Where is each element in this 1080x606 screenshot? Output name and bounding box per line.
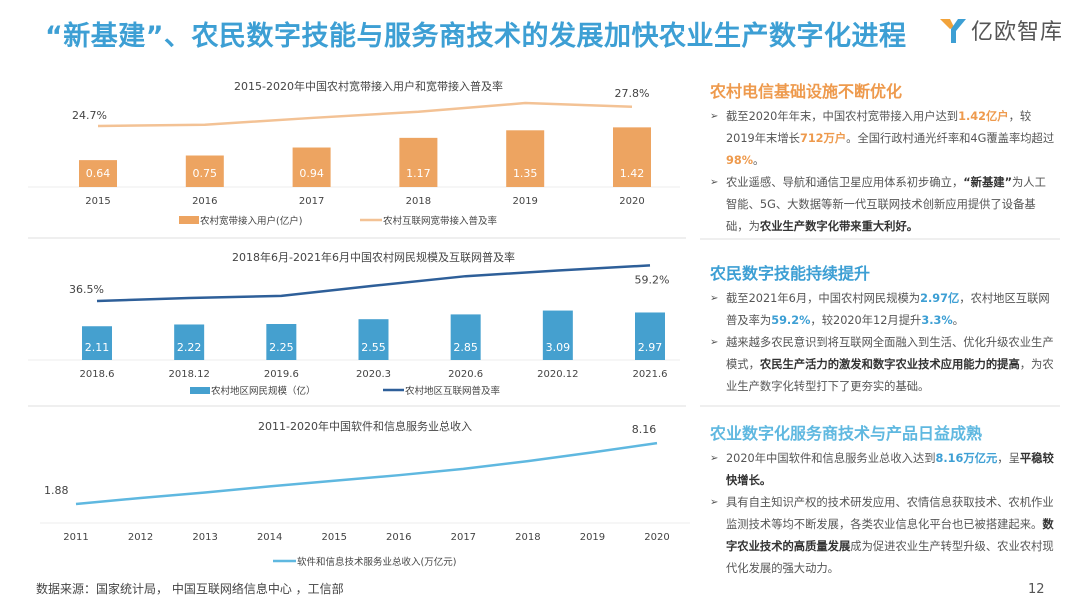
x-tick-label: 2016 bbox=[192, 196, 217, 207]
line-label-first: 36.5% bbox=[69, 283, 104, 296]
bullet-item: 2020年中国软件和信息服务业总收入达到8.16万亿元，呈平稳较快增长。 bbox=[710, 448, 1055, 492]
side-section-digital-skills: 农民数字技能持续提升 截至2021年6月，中国农村网民规模为2.97亿，农村地区… bbox=[710, 260, 1055, 398]
x-tick-label: 2018 bbox=[515, 532, 540, 543]
bar bbox=[450, 314, 481, 360]
logo-y-icon bbox=[940, 19, 966, 43]
bar-value-label: 1.42 bbox=[620, 167, 645, 180]
bar-value-label: 3.09 bbox=[546, 341, 571, 354]
x-tick-label: 2017 bbox=[451, 532, 476, 543]
bar bbox=[185, 155, 224, 187]
x-tick-label: 2020.12 bbox=[537, 369, 578, 380]
bar-value-label: 1.35 bbox=[513, 167, 538, 180]
legend-line-label: 农村地区互联网普及率 bbox=[405, 385, 501, 397]
bullet-item: 农业遥感、导航和通信卫星应用体系初步确立，“新基建”为人工智能、5G、大数据等新… bbox=[710, 172, 1055, 238]
bar bbox=[358, 319, 389, 360]
line-label-last: 27.8% bbox=[615, 87, 650, 100]
x-tick-label: 2015 bbox=[85, 196, 110, 207]
chart1-title: 2015-2020年中国农村宽带接入用户和宽带接入普及率 bbox=[234, 80, 503, 93]
chart2-title: 2018年6月-2021年6月中国农村网民规模及互联网普及率 bbox=[232, 251, 515, 264]
bullet-item: 具有自主知识产权的技术研发应用、农情信息获取技术、农机作业监测技术等均不断发展，… bbox=[710, 492, 1055, 580]
bar bbox=[292, 147, 331, 187]
line-series bbox=[75, 441, 658, 506]
legend-bar-label: 农村宽带接入用户(亿户) bbox=[200, 215, 302, 227]
bar-value-label: 2.85 bbox=[453, 341, 478, 354]
bar-value-label: 2.11 bbox=[85, 341, 110, 354]
x-tick-label: 2021.6 bbox=[633, 369, 668, 380]
bar-value-label: 0.64 bbox=[86, 167, 111, 180]
legend-line-label: 农村互联网宽带接入普及率 bbox=[383, 215, 498, 227]
logo: 亿欧智库 bbox=[938, 14, 1063, 46]
bar bbox=[266, 324, 297, 360]
line-label-first: 1.88 bbox=[44, 484, 69, 497]
x-tick-label: 2020.6 bbox=[448, 369, 483, 380]
legend-line-label: 软件和信息技术服务业总收入(万亿元) bbox=[297, 556, 456, 568]
bar bbox=[399, 137, 438, 187]
x-tick-label: 2012 bbox=[128, 532, 153, 543]
bullet-item: 截至2021年6月，中国农村网民规模为2.97亿，农村地区互联网普及率为59.2… bbox=[710, 288, 1055, 332]
legend-bar-swatch bbox=[179, 216, 199, 224]
bar-value-label: 2.22 bbox=[177, 341, 202, 354]
page-title: “新基建”、农民数字技能与服务商技术的发展加快农业生产数字化进程 bbox=[45, 21, 907, 52]
bar-value-label: 2.97 bbox=[638, 341, 663, 354]
page-number: 12 bbox=[1028, 582, 1045, 597]
legend-bar-swatch bbox=[190, 387, 210, 394]
x-tick-label: 2019 bbox=[580, 532, 605, 543]
x-tick-label: 2015 bbox=[321, 532, 346, 543]
logo-text: 亿欧智库 bbox=[971, 20, 1064, 45]
bar bbox=[82, 326, 112, 360]
bar-value-label: 0.75 bbox=[193, 167, 218, 180]
side-divider-2 bbox=[700, 405, 1060, 407]
x-tick-label: 2013 bbox=[192, 532, 217, 543]
bar bbox=[635, 312, 665, 360]
bullet-item: 截至2020年年末，中国农村宽带接入用户达到1.42亿户，较2019年末增长71… bbox=[710, 106, 1055, 172]
x-tick-label: 2018.6 bbox=[80, 369, 115, 380]
line-label-first: 24.7% bbox=[72, 109, 107, 122]
section-heading: 农民数字技能持续提升 bbox=[710, 264, 871, 283]
bar-value-label: 0.94 bbox=[299, 167, 324, 180]
divider-2 bbox=[28, 405, 686, 407]
bar-value-label: 2.25 bbox=[269, 341, 294, 354]
chart2-netizens: 2.11 2018.6 2.22 2018.12 2.25 2019.6 2.55 2020.… bbox=[28, 264, 680, 397]
x-tick-label: 2020.3 bbox=[356, 369, 391, 380]
x-tick-label: 2020 bbox=[644, 532, 669, 543]
section-heading: 农业数字化服务商技术与产品日益成熟 bbox=[710, 424, 983, 443]
x-tick-label: 2020 bbox=[619, 196, 644, 207]
x-tick-label: 2018.12 bbox=[168, 369, 209, 380]
x-tick-label: 2014 bbox=[257, 532, 282, 543]
bar-value-label: 2.55 bbox=[361, 341, 386, 354]
line-series bbox=[96, 264, 651, 303]
chart3-title: 2011-2020年中国软件和信息服务业总收入 bbox=[258, 420, 472, 433]
x-tick-label: 2018 bbox=[406, 196, 431, 207]
x-tick-label: 2017 bbox=[299, 196, 324, 207]
side-divider-1 bbox=[700, 238, 1060, 240]
bar bbox=[542, 310, 573, 360]
side-section-infrastructure: 农村电信基础设施不断优化 截至2020年年末，中国农村宽带接入用户达到1.42亿… bbox=[710, 78, 1055, 238]
line-series bbox=[97, 101, 633, 128]
data-source: 数据来源：国家统计局， 中国互联网络信息中心 ，工信部 bbox=[36, 582, 344, 596]
x-tick-label: 2019.6 bbox=[264, 369, 299, 380]
bar bbox=[174, 324, 205, 360]
legend-bar-label: 农村地区网民规模（亿） bbox=[211, 385, 316, 397]
x-tick-label: 2011 bbox=[63, 532, 88, 543]
bullet-item: 越来越多农民意识到将互联网全面融入到生活、优化升级农业生产模式，农民生产活力的激… bbox=[710, 332, 1055, 398]
bar bbox=[613, 127, 651, 187]
side-section-service-providers: 农业数字化服务商技术与产品日益成熟 2020年中国软件和信息服务业总收入达到8.… bbox=[710, 420, 1055, 580]
divider-1 bbox=[28, 237, 686, 239]
bar-value-label: 1.17 bbox=[406, 167, 431, 180]
section-heading: 农村电信基础设施不断优化 bbox=[710, 82, 903, 101]
line-label-last: 59.2% bbox=[635, 273, 670, 286]
bar bbox=[506, 130, 545, 187]
x-tick-label: 2019 bbox=[512, 196, 537, 207]
chart1-broadband: 0.64 2015 0.75 2016 0.94 2017 1.17 2018 1.35 2019… bbox=[28, 87, 680, 227]
chart3-software-revenue: 2011 2012 2013 2014 2015 2016 2017 2018 2019 2020… bbox=[40, 423, 690, 568]
bar bbox=[79, 160, 117, 187]
x-tick-label: 2016 bbox=[386, 532, 411, 543]
line-label-last: 8.16 bbox=[632, 423, 657, 436]
